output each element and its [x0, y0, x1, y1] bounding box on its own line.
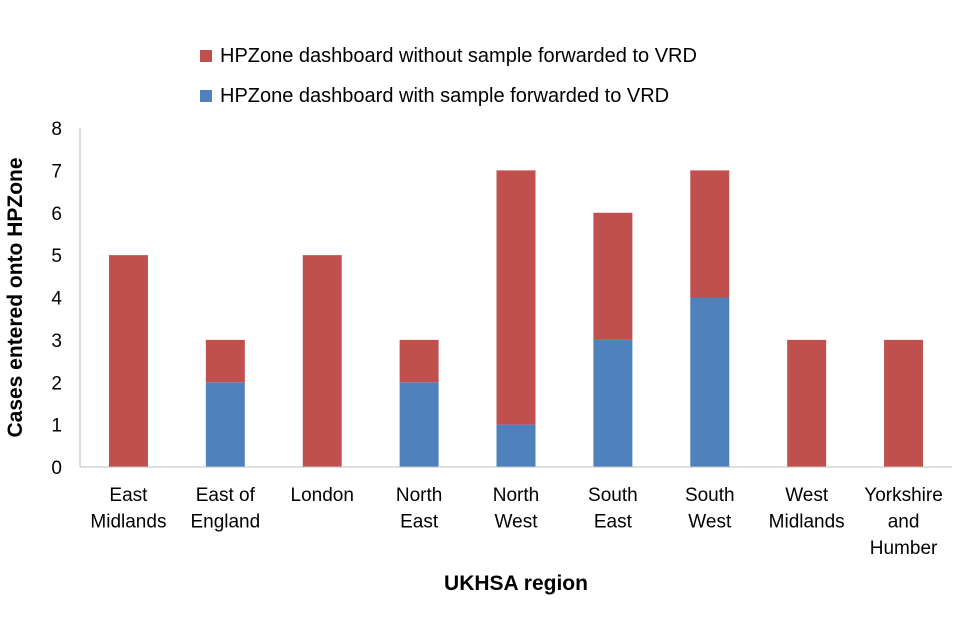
x-category-label: North — [493, 485, 539, 506]
x-category-label: South — [685, 485, 735, 506]
x-category-label: Humber — [870, 538, 938, 559]
bars-group — [108, 170, 924, 467]
y-tick-label: 5 — [51, 246, 62, 267]
bar-segment-with-sample — [205, 382, 245, 467]
x-category-label: East — [400, 512, 439, 533]
bar-segment-without-sample — [108, 255, 148, 467]
x-category-label: London — [291, 485, 354, 506]
bar-segment-without-sample — [496, 170, 536, 425]
x-category-label: and — [888, 512, 920, 533]
legend-label-with-sample: HPZone dashboard with sample forwarded t… — [220, 85, 670, 107]
x-category-label: West — [785, 485, 829, 506]
x-category-label: Midlands — [769, 512, 845, 533]
x-category-label: Midlands — [90, 512, 166, 533]
x-category-label: West — [688, 512, 732, 533]
y-tick-label: 6 — [51, 204, 62, 225]
legend-item-without-sample: HPZone dashboard without sample forwarde… — [200, 36, 697, 76]
legend: HPZone dashboard without sample forwarde… — [200, 36, 697, 116]
bar-segment-without-sample — [787, 339, 827, 467]
bar-segment-without-sample — [593, 212, 633, 340]
x-category-label: East — [109, 485, 148, 506]
bar-segment-without-sample — [884, 339, 924, 467]
y-tick-label: 3 — [51, 331, 62, 352]
y-tick-label: 2 — [51, 373, 62, 394]
legend-label-without-sample: HPZone dashboard without sample forwarde… — [220, 45, 697, 67]
bar-segment-without-sample — [399, 339, 439, 383]
x-category-label: England — [190, 512, 260, 533]
y-tick-labels: 0 1 2 3 4 5 6 7 8 — [51, 119, 62, 479]
y-tick-label: 7 — [51, 161, 62, 182]
legend-swatch-with-sample — [200, 90, 212, 102]
x-category-label: West — [495, 512, 539, 533]
y-tick-label: 1 — [51, 416, 62, 437]
x-category-label: Yorkshire — [864, 485, 943, 506]
y-tick-label: 0 — [51, 458, 62, 479]
y-tick-label: 8 — [51, 119, 62, 140]
y-axis-title: Cases entered onto HPZone — [4, 157, 27, 437]
y-tick-label: 4 — [51, 289, 62, 310]
bar-segment-with-sample — [690, 297, 730, 467]
legend-swatch-without-sample — [200, 50, 212, 62]
bar-segment-without-sample — [302, 255, 342, 467]
x-axis-title: UKHSA region — [444, 572, 588, 595]
bar-segment-without-sample — [690, 170, 730, 298]
x-category-label: North — [396, 485, 442, 506]
bar-segment-without-sample — [205, 339, 245, 383]
bar-segment-with-sample — [399, 382, 439, 467]
x-category-label: South — [588, 485, 638, 506]
x-category-label: East — [594, 512, 633, 533]
bar-segment-with-sample — [496, 424, 536, 467]
x-category-label: East of — [196, 485, 256, 506]
bar-segment-with-sample — [593, 339, 633, 467]
legend-item-with-sample: HPZone dashboard with sample forwarded t… — [200, 76, 697, 116]
x-category-labels: East Midlands East of England London North Eas… — [90, 485, 942, 559]
